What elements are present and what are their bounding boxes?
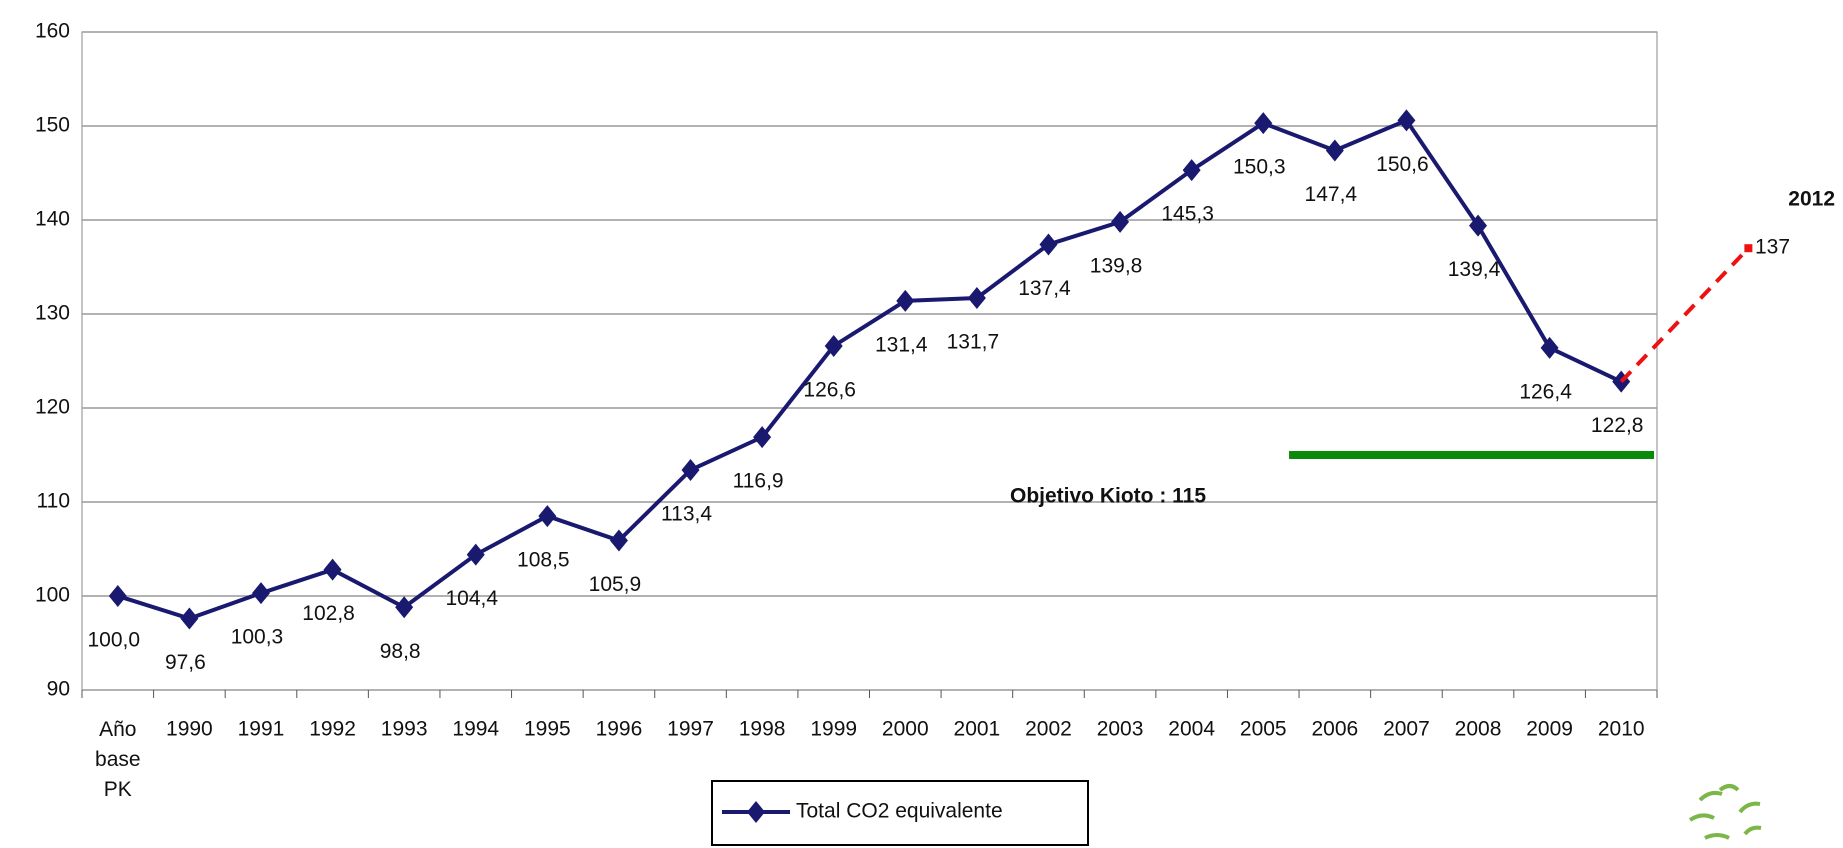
data-label: 116,9: [733, 470, 784, 493]
x-tick-label: 1994: [452, 718, 499, 741]
marker: [1325, 139, 1344, 162]
y-tick-label: 160: [35, 20, 70, 43]
x-tick-label: Año base PK: [95, 718, 141, 801]
data-label: 100,3: [231, 626, 284, 649]
x-tick-label: 1999: [810, 718, 857, 741]
y-tick-label: 150: [35, 114, 70, 137]
marker: [967, 287, 986, 310]
data-label: 145,3: [1161, 203, 1214, 226]
x-tick-label: 1993: [381, 718, 428, 741]
y-tick-label: 140: [35, 208, 70, 231]
marker: [1182, 159, 1201, 182]
data-label: 137,4: [1018, 277, 1071, 300]
data-label: 102,8: [302, 602, 355, 625]
x-tick-label: 2000: [882, 718, 929, 741]
y-tick-label: 130: [35, 302, 70, 325]
marker: [681, 459, 700, 482]
y-tick-label: 110: [37, 490, 70, 513]
x-tick-label: 1997: [667, 718, 714, 741]
data-label: 104,4: [445, 587, 498, 610]
marker: [896, 289, 915, 312]
marker: [466, 543, 485, 566]
x-tick-label: 2005: [1240, 718, 1287, 741]
x-tick-label: 2009: [1526, 718, 1573, 741]
x-tick-label: 2010: [1598, 718, 1645, 741]
x-tick-label: 2004: [1168, 718, 1215, 741]
legend-label: Total CO2 equivalente: [796, 800, 1003, 823]
x-tick-label: 1992: [309, 718, 356, 741]
x-tick-label: 2007: [1383, 718, 1430, 741]
x-tick-label: 1998: [739, 718, 786, 741]
data-label: 131,7: [947, 331, 1000, 354]
data-label: 113,4: [661, 503, 712, 526]
projection-point: [1744, 244, 1753, 253]
x-tick-label: 1996: [596, 718, 643, 741]
data-label: 105,9: [589, 573, 642, 596]
x-tick-label: 1990: [166, 718, 213, 741]
marker: [1540, 336, 1559, 359]
marker: [1254, 112, 1273, 135]
marker: [180, 607, 199, 630]
plot-area: [81, 31, 1658, 691]
marker: [609, 529, 628, 552]
marker: [251, 582, 270, 605]
x-tick-label: 1995: [524, 718, 571, 741]
y-tick-label: 100: [35, 584, 70, 607]
x-tick-label: 2003: [1097, 718, 1144, 741]
data-label: 131,4: [875, 333, 928, 356]
data-label: 126,4: [1519, 380, 1572, 403]
data-label: 122,8: [1591, 414, 1644, 437]
data-label: 108,5: [517, 549, 570, 572]
marker: [1469, 214, 1488, 237]
data-label: 150,3: [1233, 156, 1286, 179]
marker: [108, 585, 127, 607]
marker: [1111, 210, 1130, 233]
marker: [538, 505, 557, 528]
marker: [395, 596, 414, 619]
y-tick-label: 90: [47, 678, 70, 701]
projection-value: 137: [1755, 236, 1790, 259]
data-label: 150,6: [1376, 153, 1429, 176]
logo: [1688, 784, 1762, 840]
marker: [1039, 233, 1058, 256]
target-label: Objetivo Kioto : 115: [1010, 485, 1206, 508]
projection-year: 2012: [1788, 188, 1835, 211]
x-tick-label: 1991: [238, 718, 285, 741]
legend-marker: [747, 801, 765, 823]
y-tick-label: 120: [35, 396, 70, 419]
data-label: 139,4: [1448, 258, 1501, 281]
data-label: 139,8: [1090, 254, 1143, 277]
data-label: 97,6: [165, 651, 206, 674]
projection-line: [1619, 246, 1750, 384]
x-tick-label: 2001: [954, 718, 1001, 741]
data-label: 98,8: [380, 640, 421, 663]
x-tick-label: 2006: [1311, 718, 1358, 741]
marker: [753, 426, 772, 449]
marker: [323, 558, 342, 581]
data-label: 100,0: [88, 629, 141, 652]
series-line: [117, 117, 1623, 621]
data-label: 126,6: [803, 379, 856, 402]
x-tick-label: 2002: [1025, 718, 1072, 741]
data-label: 147,4: [1305, 183, 1358, 206]
x-tick-label: 2008: [1455, 718, 1502, 741]
marker: [824, 334, 843, 357]
marker: [1397, 109, 1416, 132]
